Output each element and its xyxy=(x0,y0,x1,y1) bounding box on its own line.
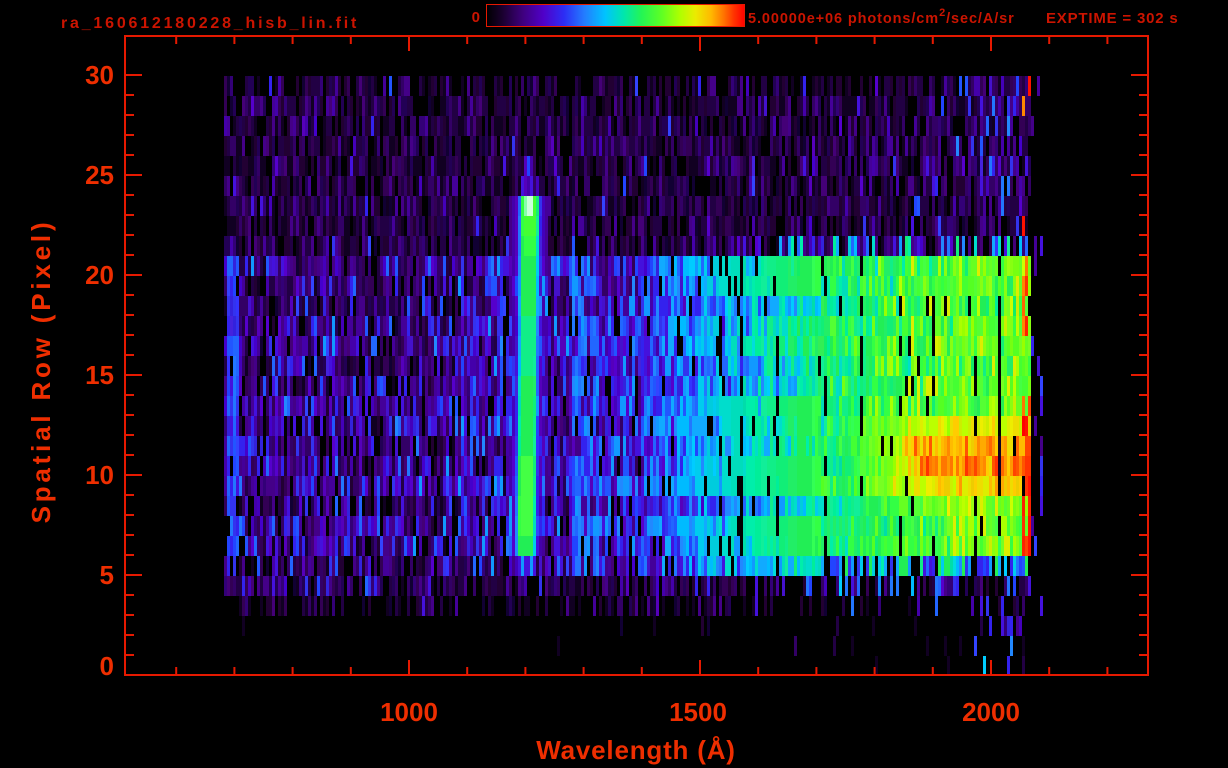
svg-text:30: 30 xyxy=(85,60,114,90)
svg-text:1000: 1000 xyxy=(380,697,438,727)
svg-text:5: 5 xyxy=(100,560,114,590)
svg-text:25: 25 xyxy=(85,160,114,190)
svg-text:15: 15 xyxy=(85,360,114,390)
svg-text:5.00000e+06 photons/cm2/sec/A/: 5.00000e+06 photons/cm2/sec/A/sr xyxy=(748,7,1015,27)
svg-text:EXPTIME = 302 s: EXPTIME = 302 s xyxy=(1046,10,1178,27)
svg-text:Spatial Row (Pixel): Spatial Row (Pixel) xyxy=(26,219,56,524)
svg-text:Wavelength (Å): Wavelength (Å) xyxy=(536,735,735,765)
svg-text:2000: 2000 xyxy=(962,697,1020,727)
svg-text:1500: 1500 xyxy=(669,697,727,727)
svg-text:ra_160612180228_hisb_lin.fit: ra_160612180228_hisb_lin.fit xyxy=(61,15,359,32)
svg-text:0: 0 xyxy=(100,651,114,681)
svg-text:20: 20 xyxy=(85,260,114,290)
svg-text:10: 10 xyxy=(85,460,114,490)
svg-text:0: 0 xyxy=(472,9,480,26)
